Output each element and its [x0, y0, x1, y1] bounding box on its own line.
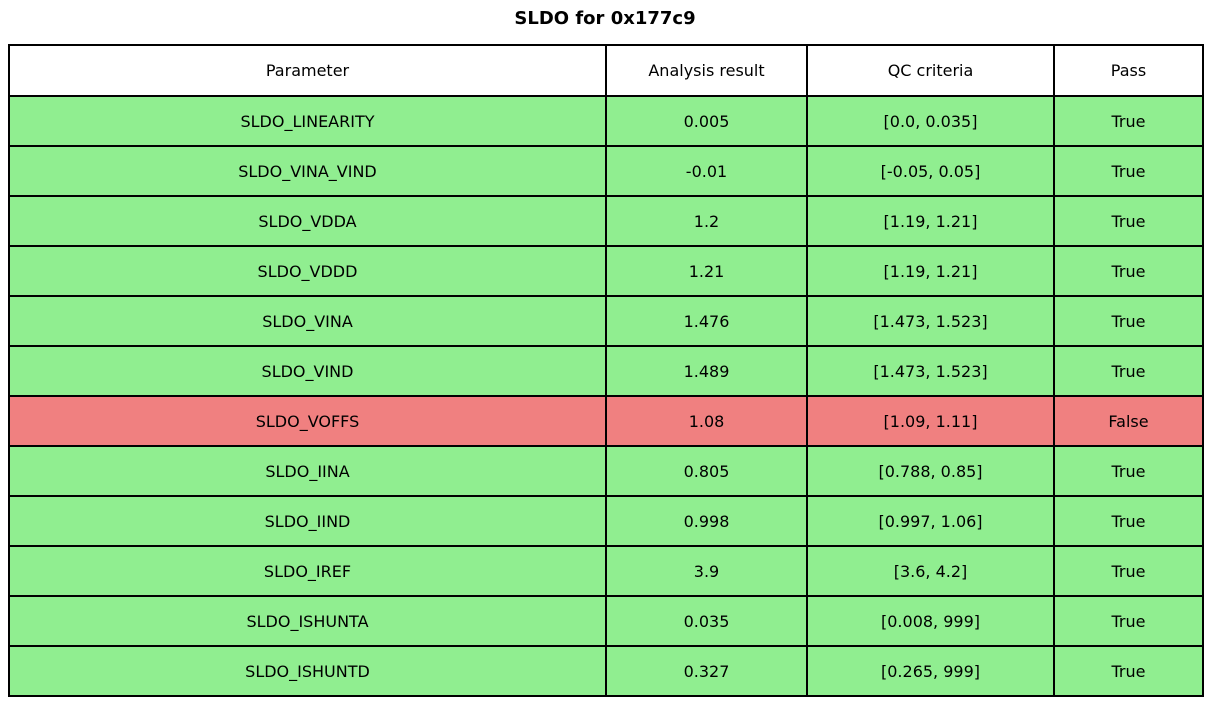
qc-criteria-cell: [0.0, 0.035]	[806, 95, 1055, 147]
pass-cell: True	[1053, 95, 1204, 147]
parameter-cell: SLDO_IREF	[8, 545, 607, 597]
table-row: SLDO_IIND 0.998 [0.997, 1.06] True	[8, 495, 1204, 547]
qc-criteria-cell: [1.473, 1.523]	[806, 295, 1055, 347]
pass-cell: True	[1053, 345, 1204, 397]
qc-criteria-cell: [3.6, 4.2]	[806, 545, 1055, 597]
pass-cell: True	[1053, 295, 1204, 347]
qc-criteria-cell: [1.19, 1.21]	[806, 245, 1055, 297]
pass-cell: True	[1053, 645, 1204, 697]
parameter-cell: SLDO_VINA_VIND	[8, 145, 607, 197]
analysis-result-cell: 1.476	[605, 295, 808, 347]
pass-cell: True	[1053, 245, 1204, 297]
column-header-analysis-result: Analysis result	[605, 44, 808, 97]
pass-cell: True	[1053, 545, 1204, 597]
table-row: SLDO_IREF 3.9 [3.6, 4.2] True	[8, 545, 1204, 597]
table-row: SLDO_VDDA 1.2 [1.19, 1.21] True	[8, 195, 1204, 247]
table-row: SLDO_VINA_VIND -0.01 [-0.05, 0.05] True	[8, 145, 1204, 197]
qc-criteria-cell: [1.19, 1.21]	[806, 195, 1055, 247]
parameter-cell: SLDO_ISHUNTD	[8, 645, 607, 697]
qc-criteria-cell: [0.265, 999]	[806, 645, 1055, 697]
parameter-cell: SLDO_LINEARITY	[8, 95, 607, 147]
pass-cell: False	[1053, 395, 1204, 447]
analysis-result-cell: 1.08	[605, 395, 808, 447]
qc-criteria-cell: [0.788, 0.85]	[806, 445, 1055, 497]
parameter-cell: SLDO_VINA	[8, 295, 607, 347]
analysis-result-cell: 1.21	[605, 245, 808, 297]
column-header-qc-criteria: QC criteria	[806, 44, 1055, 97]
parameter-cell: SLDO_VDDD	[8, 245, 607, 297]
pass-cell: True	[1053, 145, 1204, 197]
qc-criteria-cell: [0.997, 1.06]	[806, 495, 1055, 547]
parameter-cell: SLDO_ISHUNTA	[8, 595, 607, 647]
analysis-result-cell: 0.005	[605, 95, 808, 147]
analysis-result-cell: 1.2	[605, 195, 808, 247]
analysis-result-cell: 0.327	[605, 645, 808, 697]
pass-cell: True	[1053, 595, 1204, 647]
table-row: SLDO_ISHUNTD 0.327 [0.265, 999] True	[8, 645, 1204, 697]
table-header-row: Parameter Analysis result QC criteria Pass	[8, 44, 1204, 97]
analysis-result-cell: 0.805	[605, 445, 808, 497]
analysis-result-cell: 3.9	[605, 545, 808, 597]
qc-results-table: Parameter Analysis result QC criteria Pass …	[8, 44, 1204, 697]
table-row: SLDO_IINA 0.805 [0.788, 0.85] True	[8, 445, 1204, 497]
parameter-cell: SLDO_IINA	[8, 445, 607, 497]
table-row: SLDO_VIND 1.489 [1.473, 1.523] True	[8, 345, 1204, 397]
parameter-cell: SLDO_VOFFS	[8, 395, 607, 447]
pass-cell: True	[1053, 445, 1204, 497]
analysis-result-cell: 1.489	[605, 345, 808, 397]
qc-criteria-cell: [1.09, 1.11]	[806, 395, 1055, 447]
parameter-cell: SLDO_VIND	[8, 345, 607, 397]
qc-criteria-cell: [0.008, 999]	[806, 595, 1055, 647]
table-row: SLDO_LINEARITY 0.005 [0.0, 0.035] True	[8, 95, 1204, 147]
column-header-pass: Pass	[1053, 44, 1204, 97]
table-body: SLDO_LINEARITY 0.005 [0.0, 0.035] True SLDO_…	[8, 95, 1204, 697]
analysis-result-cell: 0.035	[605, 595, 808, 647]
table-row: SLDO_VINA 1.476 [1.473, 1.523] True	[8, 295, 1204, 347]
column-header-parameter: Parameter	[8, 44, 607, 97]
parameter-cell: SLDO_IIND	[8, 495, 607, 547]
qc-criteria-cell: [-0.05, 0.05]	[806, 145, 1055, 197]
analysis-result-cell: -0.01	[605, 145, 808, 197]
table-row: SLDO_ISHUNTA 0.035 [0.008, 999] True	[8, 595, 1204, 647]
table-row: SLDO_VDDD 1.21 [1.19, 1.21] True	[8, 245, 1204, 297]
chart-title: SLDO for 0x177c9	[514, 8, 696, 29]
pass-cell: True	[1053, 195, 1204, 247]
table-row: SLDO_VOFFS 1.08 [1.09, 1.11] False	[8, 395, 1204, 447]
analysis-result-cell: 0.998	[605, 495, 808, 547]
pass-cell: True	[1053, 495, 1204, 547]
qc-criteria-cell: [1.473, 1.523]	[806, 345, 1055, 397]
parameter-cell: SLDO_VDDA	[8, 195, 607, 247]
